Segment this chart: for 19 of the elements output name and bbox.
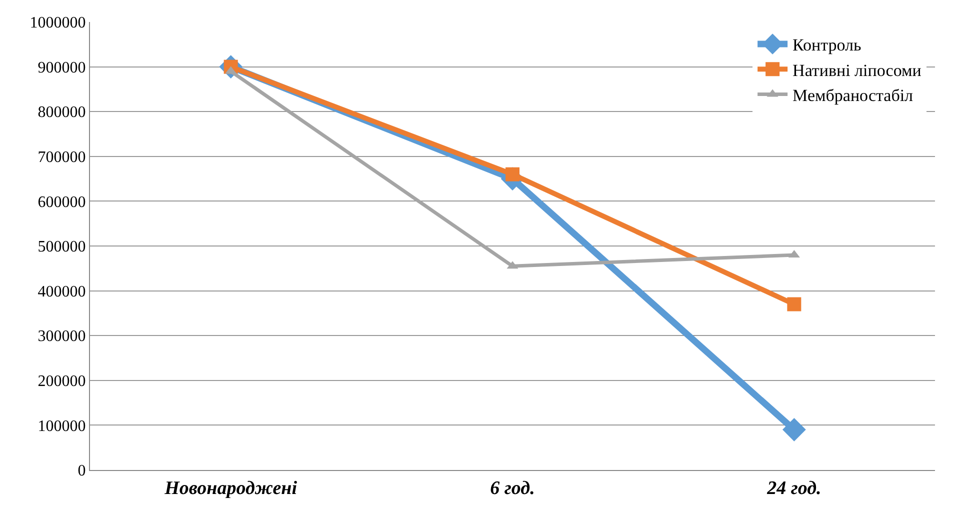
y-tick-label: 600000 (38, 194, 86, 211)
x-tick-label: 6 год. (490, 478, 535, 499)
y-tick-label: 400000 (38, 283, 86, 300)
y-tick-label: 200000 (38, 373, 86, 390)
legend-label: Мембраностабіл (792, 86, 914, 105)
x-tick-label: Новонароджені (164, 478, 298, 499)
point (787, 297, 802, 312)
y-tick-label: 700000 (38, 149, 86, 166)
legend-label: Контроль (792, 36, 862, 55)
x-tick-label: 24 год. (766, 478, 822, 499)
legend-label: Нативні ліпосоми (792, 60, 922, 80)
y-tick-label: 1000000 (30, 14, 86, 32)
y-tick-label: 100000 (38, 418, 86, 435)
y-tick-label: 500000 (38, 238, 86, 256)
y-tick-label: 800000 (38, 104, 86, 122)
point (782, 418, 806, 442)
y-tick-label: 300000 (38, 328, 86, 346)
y-tick-label: 0 (78, 462, 86, 480)
y-tick-label: 900000 (38, 59, 86, 76)
